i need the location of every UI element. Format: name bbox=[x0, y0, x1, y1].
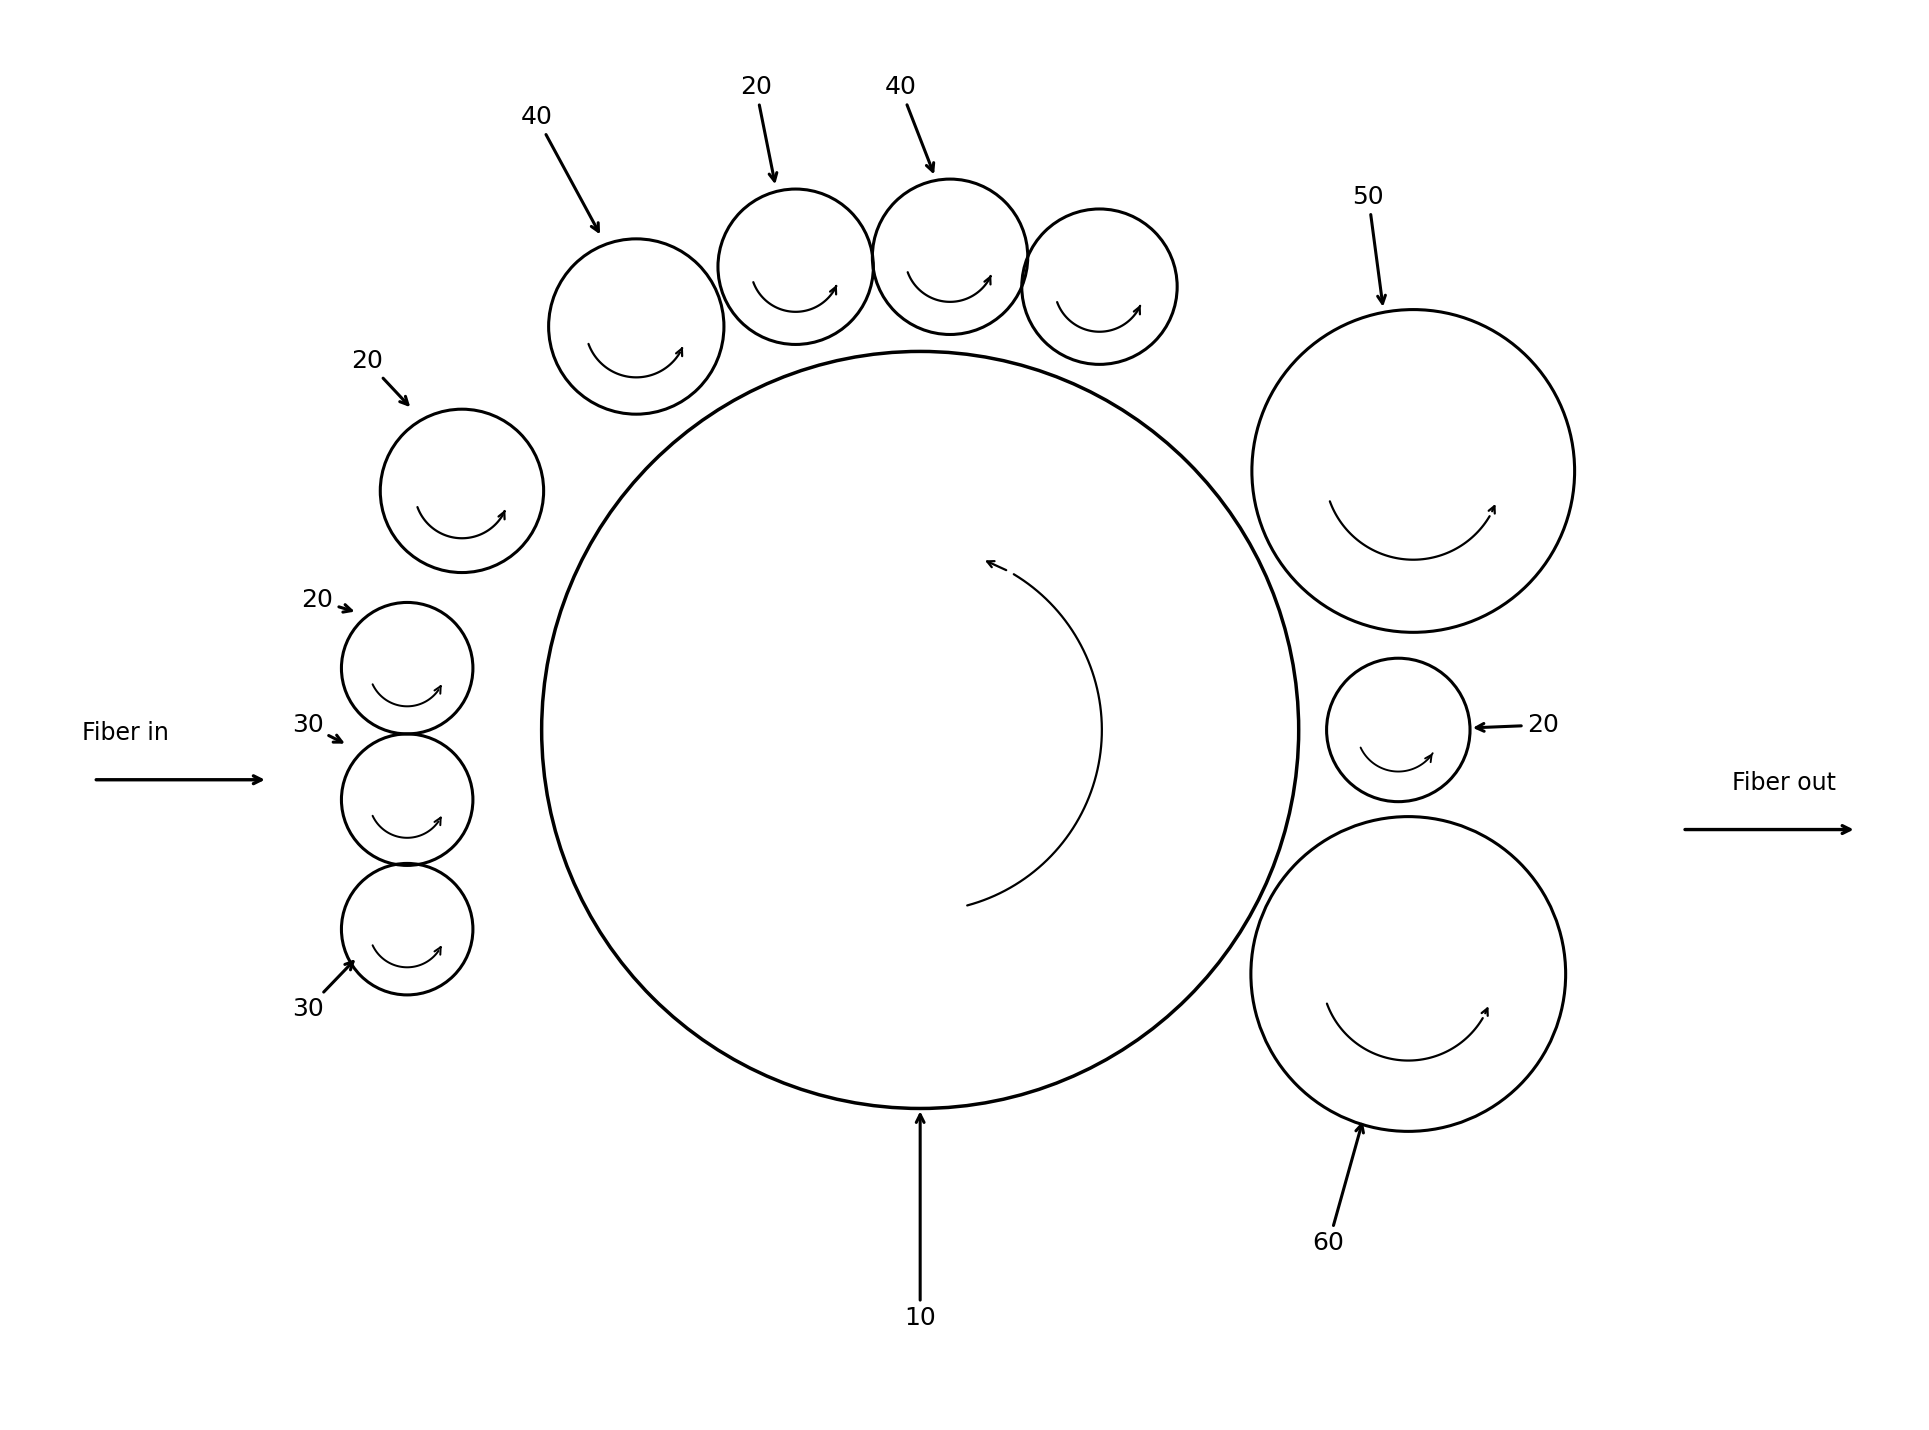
Text: 40: 40 bbox=[521, 106, 598, 232]
Text: 20: 20 bbox=[301, 589, 351, 612]
Text: 20: 20 bbox=[351, 349, 407, 405]
Text: Fiber out: Fiber out bbox=[1732, 771, 1836, 795]
Text: 50: 50 bbox=[1352, 184, 1385, 303]
Text: 30: 30 bbox=[291, 714, 341, 742]
Text: 60: 60 bbox=[1312, 1124, 1364, 1256]
Text: 20: 20 bbox=[1476, 714, 1559, 736]
Text: 40: 40 bbox=[883, 76, 934, 172]
Text: 20: 20 bbox=[741, 76, 777, 182]
Text: 10: 10 bbox=[905, 1114, 936, 1330]
Text: 30: 30 bbox=[291, 961, 353, 1021]
Text: Fiber in: Fiber in bbox=[83, 721, 170, 745]
